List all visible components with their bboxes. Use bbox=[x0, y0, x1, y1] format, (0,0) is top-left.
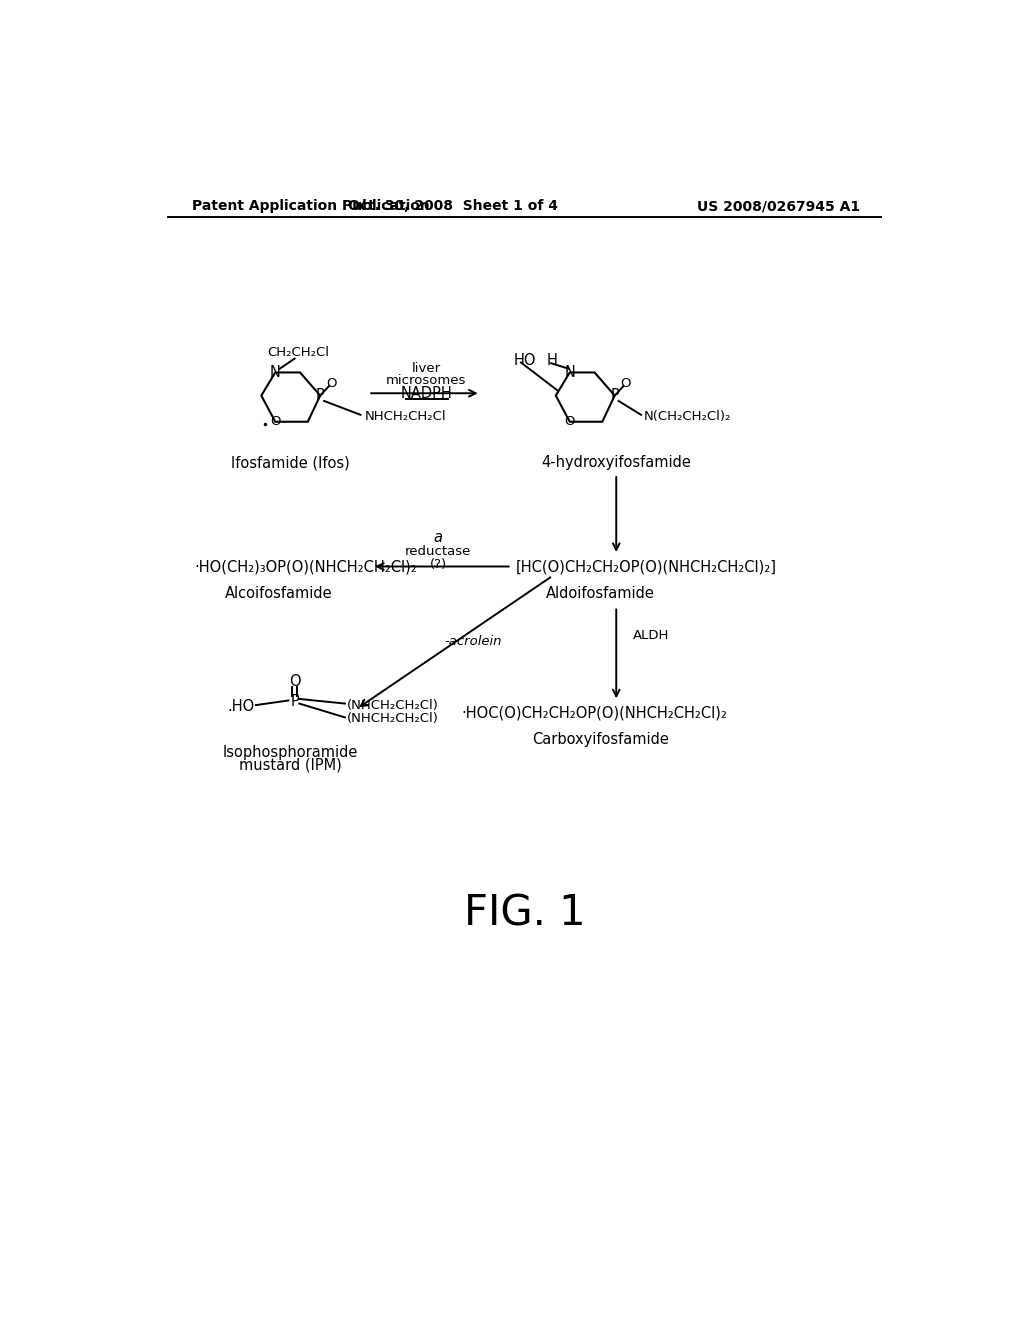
Text: (NHCH₂CH₂Cl): (NHCH₂CH₂Cl) bbox=[347, 713, 439, 726]
Text: P: P bbox=[290, 694, 299, 709]
Text: CH₂CH₂Cl: CH₂CH₂Cl bbox=[267, 346, 330, 359]
Text: a: a bbox=[433, 529, 442, 545]
Text: ·HOC(O)CH₂CH₂OP(O)(NHCH₂CH₂Cl)₂: ·HOC(O)CH₂CH₂OP(O)(NHCH₂CH₂Cl)₂ bbox=[461, 705, 727, 721]
Text: (NHCH₂CH₂Cl): (NHCH₂CH₂Cl) bbox=[347, 698, 439, 711]
Text: O: O bbox=[326, 376, 336, 389]
Text: NHCH₂CH₂Cl: NHCH₂CH₂Cl bbox=[365, 409, 446, 422]
Text: N(CH₂CH₂Cl)₂: N(CH₂CH₂Cl)₂ bbox=[643, 409, 731, 422]
Text: [HC(O)CH₂CH₂OP(O)(NHCH₂CH₂Cl)₂]: [HC(O)CH₂CH₂OP(O)(NHCH₂CH₂Cl)₂] bbox=[515, 558, 776, 574]
Text: Ifosfamide (Ifos): Ifosfamide (Ifos) bbox=[231, 455, 350, 470]
Text: N: N bbox=[564, 364, 575, 380]
Text: Carboxyifosfamide: Carboxyifosfamide bbox=[532, 733, 670, 747]
Text: -acrolein: -acrolein bbox=[444, 635, 502, 648]
Text: P: P bbox=[610, 388, 620, 403]
Text: Patent Application Publication: Patent Application Publication bbox=[191, 199, 429, 213]
Text: N: N bbox=[269, 364, 281, 380]
Text: Oct. 30, 2008  Sheet 1 of 4: Oct. 30, 2008 Sheet 1 of 4 bbox=[348, 199, 558, 213]
Text: ·HO(CH₂)₃OP(O)(NHCH₂CH₂Cl)₂: ·HO(CH₂)₃OP(O)(NHCH₂CH₂Cl)₂ bbox=[194, 558, 417, 574]
Text: liver: liver bbox=[412, 362, 441, 375]
Text: O: O bbox=[270, 416, 281, 428]
Text: mustard (IPM): mustard (IPM) bbox=[240, 758, 342, 772]
Text: Aldoifosfamide: Aldoifosfamide bbox=[547, 586, 655, 601]
Text: Isophosphoramide: Isophosphoramide bbox=[223, 746, 358, 760]
Text: reductase: reductase bbox=[404, 545, 471, 557]
Text: NADPH: NADPH bbox=[400, 385, 453, 401]
Text: H: H bbox=[547, 352, 557, 368]
Text: microsomes: microsomes bbox=[386, 375, 467, 388]
Text: ALDH: ALDH bbox=[633, 630, 670, 643]
Text: O: O bbox=[621, 376, 631, 389]
Text: .HO: .HO bbox=[227, 700, 254, 714]
Text: O: O bbox=[564, 416, 575, 428]
Text: Alcoifosfamide: Alcoifosfamide bbox=[225, 586, 333, 601]
Text: FIG. 1: FIG. 1 bbox=[464, 892, 586, 935]
Text: US 2008/0267945 A1: US 2008/0267945 A1 bbox=[697, 199, 860, 213]
Text: 4-hydroxyifosfamide: 4-hydroxyifosfamide bbox=[542, 455, 691, 470]
Text: P: P bbox=[315, 388, 325, 403]
Text: (?): (?) bbox=[429, 557, 446, 570]
Text: O: O bbox=[289, 675, 300, 689]
Text: HO: HO bbox=[513, 352, 536, 368]
